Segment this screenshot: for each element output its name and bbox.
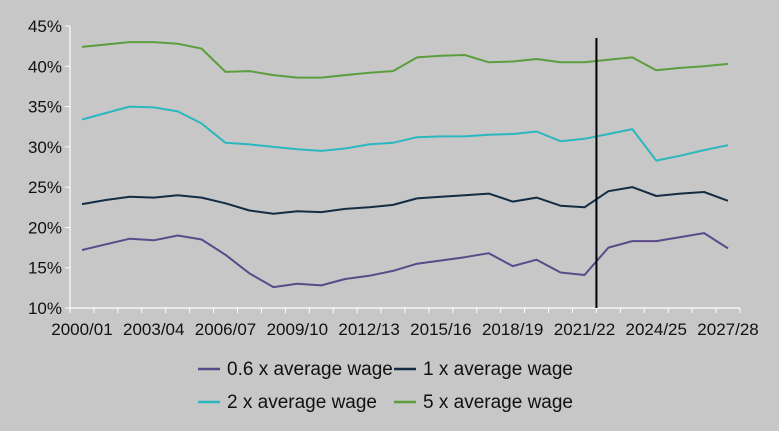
y-tick-label: 40% bbox=[28, 57, 62, 76]
x-tick-label: 2021/22 bbox=[554, 320, 615, 339]
series-line-3 bbox=[81, 105, 729, 162]
x-tick-label: 2012/13 bbox=[338, 320, 399, 339]
y-tick-label: 15% bbox=[28, 259, 62, 278]
series-line-2 bbox=[81, 186, 729, 215]
y-tick-label: 30% bbox=[28, 138, 62, 157]
y-tick-label: 25% bbox=[28, 178, 62, 197]
plot-area bbox=[70, 26, 740, 308]
legend-label-4: 5 x average wage bbox=[423, 392, 573, 413]
x-tick-label: 2027/28 bbox=[697, 320, 758, 339]
x-tick-label: 2003/04 bbox=[123, 320, 184, 339]
y-tick-label: 45% bbox=[28, 17, 62, 36]
y-tick-label: 20% bbox=[28, 218, 62, 237]
x-tick-label: 2015/16 bbox=[410, 320, 471, 339]
legend-label-2: 1 x average wage bbox=[423, 359, 573, 380]
x-tick-label: 2000/01 bbox=[51, 320, 112, 339]
x-tick-label: 2009/10 bbox=[267, 320, 328, 339]
x-tick-label: 2024/25 bbox=[626, 320, 687, 339]
y-tick-label: 10% bbox=[28, 299, 62, 318]
x-tick-label: 2006/07 bbox=[195, 320, 256, 339]
series-line-1 bbox=[81, 232, 729, 289]
legend-label-1: 0.6 x average wage bbox=[227, 359, 393, 380]
legend-label-3: 2 x average wage bbox=[227, 392, 377, 413]
series-line-4 bbox=[81, 41, 729, 79]
x-tick-label: 2018/19 bbox=[482, 320, 543, 339]
y-tick-label: 35% bbox=[28, 98, 62, 117]
legend: 0.6 x average wage 1 x average wage 2 x av… bbox=[198, 359, 573, 413]
